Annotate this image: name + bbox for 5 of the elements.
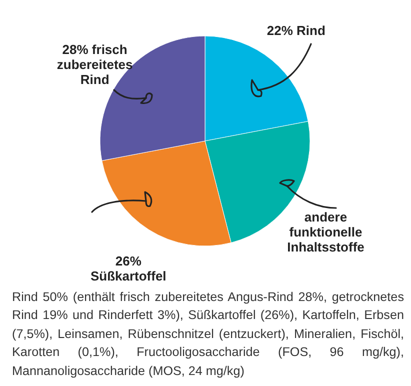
text: Rind 50% (enthält frisch zubereitetes Angus-Rind 28%, getrocknetes Rind 19% und Rinderfett 3%), Süßkartoffel (26%), Kartoffeln, Erbsen (7,5%), Leinsamen, Rübenschnitzel (entzuckert), Mineralien, Fischöl, Karotten (0,1%), Fructooligosaccharide (FOS, 96 mg/kg), Mannanoligosaccharide (MOS, 24 mg/kg) (12, 289, 404, 380)
slice-label: 26% Süßkartoffel (90, 254, 166, 284)
slice-label: 28% frisch zubereitetes Rind (56, 42, 133, 87)
slice-label: andere funktionelle Inhaltsstoffe (287, 210, 364, 255)
slice-label: 22% Rind (266, 22, 326, 38)
